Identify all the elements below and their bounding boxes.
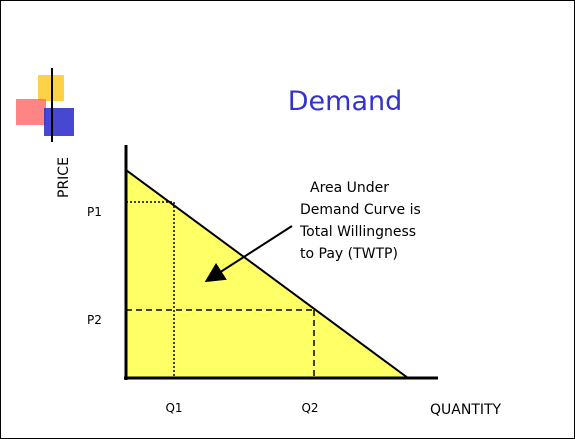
- slide-title: Demand: [288, 86, 403, 117]
- quantity-label: Q2: [301, 401, 318, 415]
- demand-curve: [125, 169, 409, 379]
- decoration: [16, 68, 385, 142]
- p1-guides: [126, 201, 175, 378]
- annotation-line: Demand Curve is: [300, 202, 421, 218]
- p2-guides: [126, 309, 315, 378]
- price-label: P2: [87, 313, 102, 327]
- annotation-line: Total Willingness: [299, 224, 416, 240]
- annotation-line: Area Under: [310, 180, 389, 196]
- y-axis-label: PRICE: [56, 157, 72, 198]
- annotation-line: to Pay (TWTP): [300, 246, 398, 262]
- price-label: P1: [87, 205, 102, 219]
- quantity-label: Q1: [165, 401, 182, 415]
- annotation-arrow: [204, 225, 293, 283]
- x-axis-label: QUANTITY: [430, 402, 502, 418]
